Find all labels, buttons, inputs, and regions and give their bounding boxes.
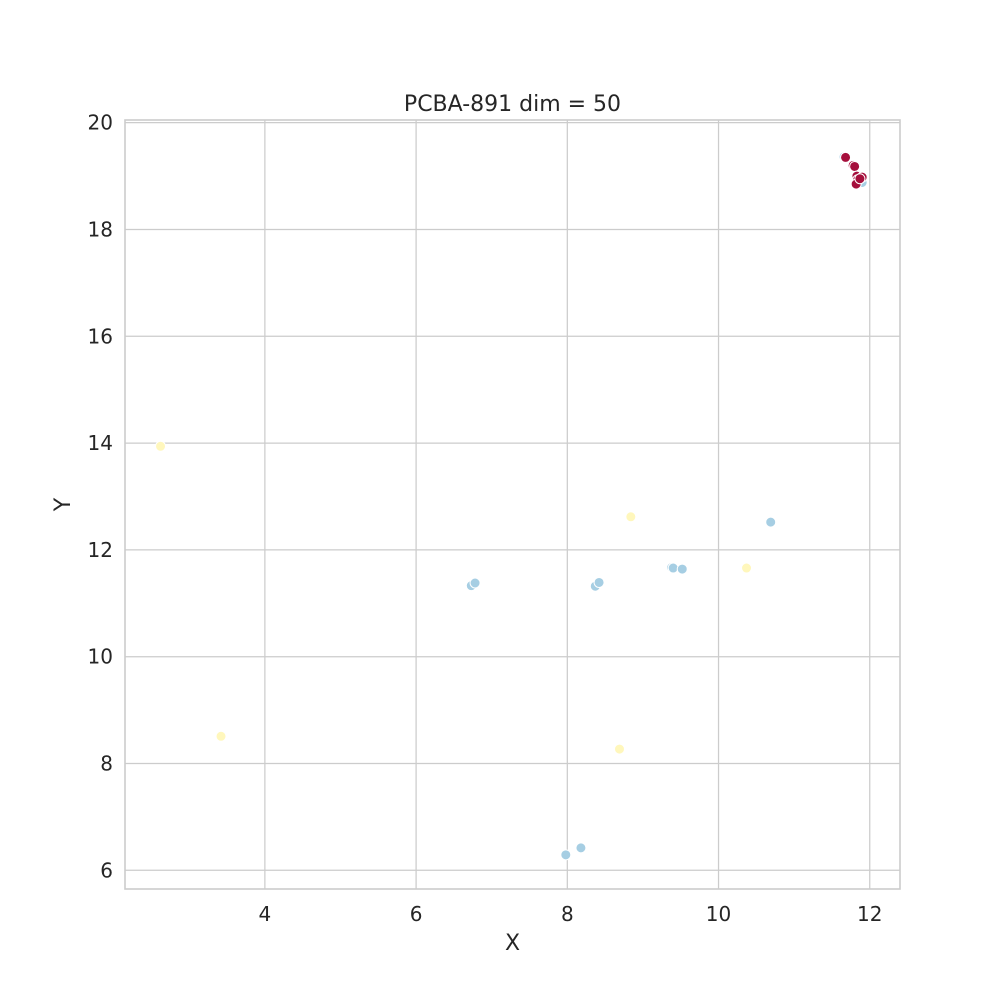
plot-frame: [124, 119, 901, 890]
x-tick-label: 6: [410, 902, 423, 926]
y-tick-label: 20: [88, 111, 113, 135]
scatter-point: [667, 562, 679, 574]
scatter-point: [560, 849, 572, 861]
scatter-point: [155, 440, 167, 452]
scatter-point: [840, 151, 852, 163]
x-tick-label: 8: [561, 902, 574, 926]
grid-layer: [125, 120, 900, 889]
y-tick-label: 12: [88, 538, 113, 562]
scatter-point: [215, 730, 227, 742]
y-tick-label: 14: [88, 431, 113, 455]
x-tick-label: 10: [706, 902, 731, 926]
scatter-point: [469, 577, 481, 589]
points-layer: [155, 151, 868, 861]
x-axis-label: X: [505, 931, 520, 956]
y-tick-label: 8: [100, 752, 113, 776]
y-tick-label: 18: [88, 217, 113, 241]
scatter-point: [854, 173, 866, 185]
scatter-point: [765, 516, 777, 528]
scatter-point: [613, 743, 625, 755]
y-tick-label: 6: [100, 858, 113, 882]
ticks-layer: 4 6 8 10 12 6 8 10 12 14 16 18 20: [88, 111, 883, 926]
scatter-point: [741, 562, 753, 574]
x-tick-label: 4: [259, 902, 272, 926]
y-axis-label: Y: [51, 497, 76, 512]
scatter-point: [676, 563, 688, 575]
scatter-point: [593, 576, 605, 588]
scatter-point: [575, 842, 587, 854]
scatter-point: [625, 511, 637, 523]
chart-title: PCBA-891 dim = 50: [404, 92, 621, 117]
y-tick-label: 16: [88, 324, 113, 348]
scatter-point: [849, 160, 861, 172]
y-tick-label: 10: [88, 645, 113, 669]
x-tick-label: 12: [857, 902, 882, 926]
